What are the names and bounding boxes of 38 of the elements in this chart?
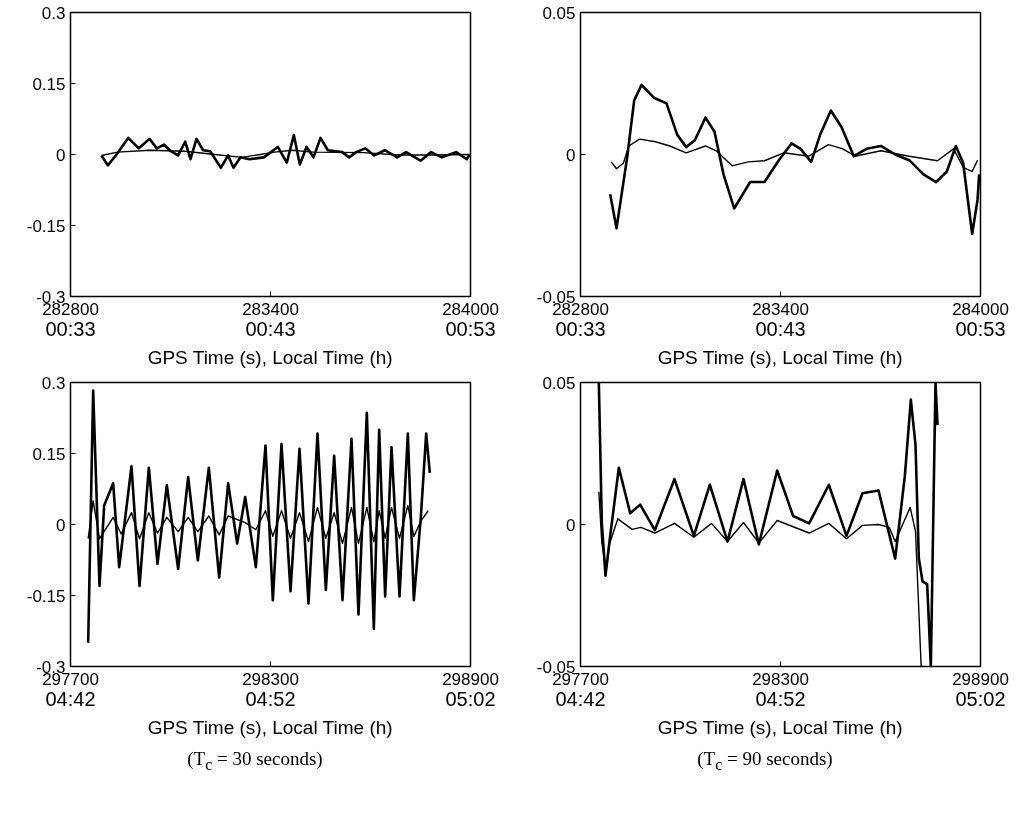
y-tick-label: -0.15: [26, 586, 66, 606]
y-tick-label: 0.05: [542, 3, 576, 23]
x2-tick-label: 04:42: [45, 687, 96, 710]
y-tick-label: 0: [566, 515, 576, 535]
x2-tick-label: 04:52: [755, 687, 806, 710]
y-tick-label: -0.15: [26, 216, 66, 236]
x-tick-label: 298300: [752, 669, 809, 689]
x2-tick-label: 00:53: [445, 317, 496, 340]
x-axis-title: GPS Time (s), Local Time (h): [657, 716, 903, 738]
x-tick-label: 283400: [242, 299, 299, 319]
y-tick-label: 0.15: [32, 444, 66, 464]
text: (T$_{c}$ = 90 seconds): [697, 747, 833, 775]
x-tick-label: 284000: [952, 299, 1009, 319]
x2-tick-label: 04:42: [555, 687, 606, 710]
x-tick-label: 298900: [952, 669, 1009, 689]
x2-tick-label: 00:33: [45, 317, 96, 340]
x2-tick-label: 05:02: [445, 687, 496, 710]
x-axis-title: GPS Time (s), Local Time (h): [147, 346, 393, 368]
y-tick-label: 0.05: [542, 373, 576, 393]
x2-tick-label: 04:52: [245, 687, 296, 710]
x-tick-label: 298300: [242, 669, 299, 689]
x-tick-label: 283400: [752, 299, 809, 319]
x2-tick-label: 00:43: [755, 317, 806, 340]
x-tick-label: 298900: [442, 669, 499, 689]
x-tick-label: 284000: [442, 299, 499, 319]
y-tick-label: 0: [56, 515, 66, 535]
x-axis-title: GPS Time (s), Local Time (h): [657, 346, 903, 368]
x-axis-title: GPS Time (s), Local Time (h): [147, 716, 393, 738]
y-tick-label: 0.3: [41, 3, 66, 23]
x2-tick-label: 05:02: [955, 687, 1006, 710]
y-tick-label: 0: [566, 145, 576, 165]
text: (T$_{c}$ = 30 seconds): [187, 747, 323, 775]
x2-tick-label: 00:53: [955, 317, 1006, 340]
x2-tick-label: 00:43: [245, 317, 296, 340]
y-tick-label: 0: [56, 145, 66, 165]
y-tick-label: 0.15: [32, 74, 66, 94]
y-tick-label: 0.3: [41, 373, 66, 393]
x2-tick-label: 00:33: [555, 317, 606, 340]
